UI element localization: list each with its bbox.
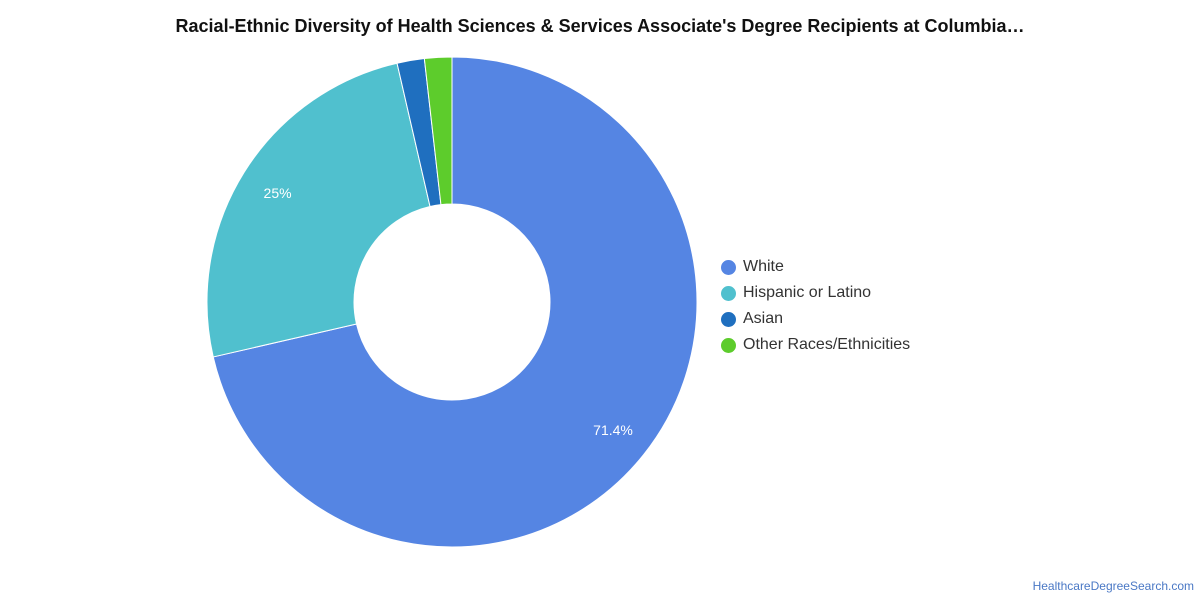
donut-slice-hispanic-or-latino[interactable] — [206, 62, 431, 358]
data-label-hispanic-or-latino: 25% — [264, 185, 292, 201]
donut-slice-white[interactable] — [212, 56, 698, 548]
legend-label-white: White — [743, 258, 784, 275]
chart-title: Racial-Ethnic Diversity of Health Scienc… — [175, 16, 1025, 36]
legend-swatch-other-races — [721, 337, 736, 353]
legend-item-hispanic-or-latino[interactable]: Hispanic or Latino — [721, 280, 910, 306]
legend-swatch-white — [721, 259, 736, 275]
legend-item-white[interactable]: White — [721, 254, 910, 280]
donut-slice-other-races-ethnicities[interactable] — [423, 56, 453, 206]
legend-swatch-hispanic-or-latino — [721, 285, 736, 301]
legend-label-asian: Asian — [743, 310, 784, 327]
legend-swatch-asian — [721, 311, 736, 327]
source-link[interactable]: HealthcareDegreeSearch.com — [1032, 579, 1194, 593]
legend-label-hispanic-or-latino: Hispanic or Latino — [743, 284, 872, 301]
legend-item-other-races[interactable]: Other Races/Ethnicities — [721, 332, 910, 358]
legend-label-other-races: Other Races/Ethnicities — [743, 336, 911, 353]
data-label-white: 71.4% — [593, 422, 633, 438]
legend: White Hispanic or Latino Asian Other Rac… — [721, 254, 910, 358]
legend-item-asian[interactable]: Asian — [721, 306, 910, 332]
